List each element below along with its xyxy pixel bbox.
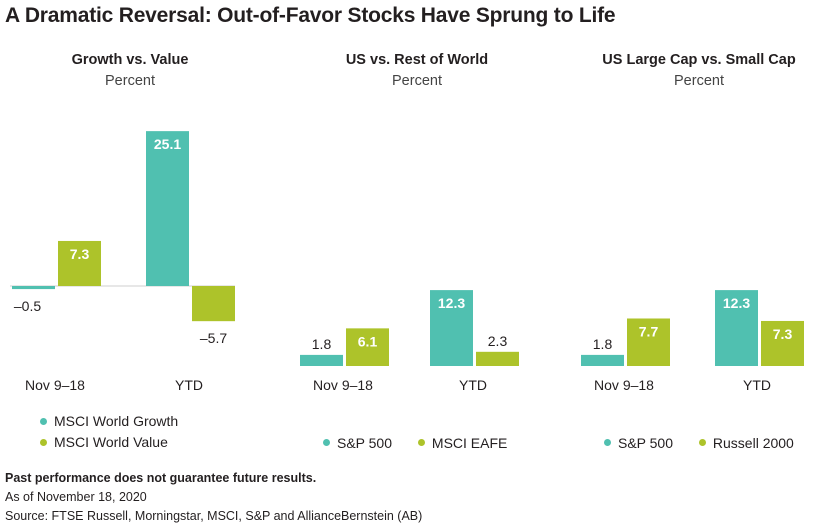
category-label: YTD (175, 377, 203, 393)
legend: S&P 500 Russell 2000 (604, 433, 816, 451)
legend: S&P 500 MSCI EAFE (323, 433, 529, 451)
bar (346, 328, 389, 366)
legend-dot-green (698, 439, 706, 446)
bar (761, 320, 804, 366)
legend-item-russell: Russell 2000 (698, 434, 794, 451)
legend-item-value: MSCI World Value (40, 434, 178, 450)
panel-title: US Large Cap vs. Small Cap (602, 52, 796, 68)
category-label: YTD (743, 377, 771, 393)
bar-value-label: –5.7 (200, 330, 227, 346)
main-title: A Dramatic Reversal: Out-of-Favor Stocks… (5, 4, 616, 27)
legend-label: MSCI World Growth (54, 413, 179, 429)
bar-value-label: 1.8 (593, 336, 613, 352)
bar (146, 131, 189, 286)
panel-subtitle: Percent (392, 73, 442, 89)
category-label: Nov 9–18 (25, 377, 85, 393)
legend-label: S&P 500 (337, 434, 393, 451)
bar-value-label: 12.3 (723, 295, 750, 311)
bar (58, 240, 101, 286)
panel-title: Growth vs. Value (71, 52, 189, 68)
bar (581, 354, 624, 366)
bar-value-label: 25.1 (154, 136, 181, 152)
bar (627, 318, 670, 366)
bar (300, 354, 343, 366)
legend-item-sp500: S&P 500 (604, 435, 673, 451)
bar-value-label: 7.3 (70, 246, 90, 262)
bar-value-label: 6.1 (358, 333, 378, 349)
panel-us-vs-row: US vs. Rest of World Percent 1.8 6.1 Nov 9… (280, 0, 560, 470)
legend-dot-teal (604, 439, 611, 446)
bar-value-label: 7.3 (773, 326, 793, 342)
legend-dot-green (417, 439, 425, 446)
footer-disclaimer: Past performance does not guarantee futu… (5, 471, 317, 485)
panel-subtitle: Percent (105, 73, 155, 89)
bar (12, 286, 55, 290)
bar-value-label: –0.5 (14, 298, 41, 314)
category-label: Nov 9–18 (594, 377, 654, 393)
legend: MSCI World Growth MSCI World Value (40, 413, 178, 455)
bar-value-label: 2.3 (488, 333, 508, 349)
panel-large-vs-small-cap: US Large Cap vs. Small Cap Percent 1.8 7.… (560, 0, 840, 470)
growth-vs-value-chart: –0.5 7.3 Nov 9–18 25.1 –5.7 YTD (10, 131, 235, 393)
legend-dot-teal (40, 417, 47, 425)
panel-title: US vs. Rest of World (345, 52, 489, 68)
legend-dot-green (40, 438, 47, 446)
bar (192, 286, 235, 322)
category-label: YTD (459, 377, 487, 393)
bar-value-label: 7.7 (639, 323, 659, 339)
legend-item-eafe: MSCI EAFE (417, 434, 508, 451)
bar-value-label: 1.8 (312, 336, 332, 352)
legend-dot-teal (323, 439, 330, 446)
legend-label: S&P 500 (618, 434, 674, 451)
category-label: Nov 9–18 (313, 377, 373, 393)
bar-value-label: 12.3 (438, 295, 465, 311)
legend-item-growth: MSCI World Growth (40, 413, 178, 429)
legend-item-sp500: S&P 500 (323, 435, 392, 451)
footer-source: Source: FTSE Russell, Morningstar, MSCI,… (5, 509, 423, 523)
panel-growth-vs-value: Growth vs. Value Percent –0.5 7.3 Nov 9–18… (0, 0, 280, 470)
footer-as-of: As of November 18, 2020 (5, 490, 147, 504)
bar (430, 290, 473, 366)
legend-label: Russell 2000 (712, 434, 794, 451)
bar (476, 351, 519, 366)
bar (715, 290, 758, 366)
legend-label: MSCI EAFE (431, 434, 508, 451)
us-vs-row-chart: 1.8 6.1 Nov 9–18 12.3 2.3 YTD (300, 290, 519, 393)
legend-label: MSCI World Value (54, 434, 168, 450)
panel-subtitle: Percent (674, 73, 724, 89)
large-vs-small-cap-chart: 1.8 7.7 Nov 9–18 12.3 7.3 YTD (581, 290, 804, 393)
